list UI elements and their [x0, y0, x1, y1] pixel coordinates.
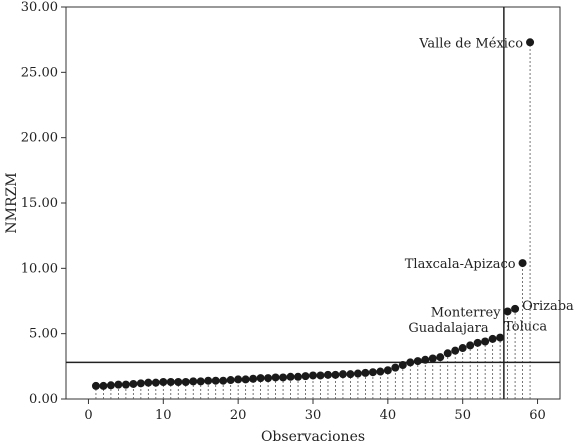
- data-point: [99, 381, 108, 390]
- data-point: [316, 371, 325, 380]
- x-tick-label: 20: [230, 408, 247, 423]
- data-point: [271, 373, 280, 382]
- y-tick-label: 5.00: [29, 327, 58, 342]
- data-point: [518, 259, 527, 268]
- data-point: [294, 372, 303, 381]
- annotation-label: Orizaba: [522, 299, 574, 314]
- annotation-label: Guadalajara: [408, 321, 488, 336]
- annotation-label: Tlaxcala-Apizaco: [405, 257, 516, 272]
- data-point: [406, 358, 415, 367]
- data-point: [466, 341, 475, 350]
- data-point: [503, 307, 512, 316]
- data-point: [368, 368, 377, 377]
- data-point: [151, 378, 160, 387]
- data-point: [338, 370, 347, 379]
- data-point: [174, 378, 183, 387]
- data-point: [129, 379, 138, 388]
- data-point: [256, 374, 265, 383]
- data-point: [421, 355, 430, 364]
- x-axis-ticks: 0 10 20 30 40 50 60: [84, 399, 546, 423]
- y-tick-label: 15.00: [21, 196, 58, 211]
- reference-lines: [66, 7, 560, 399]
- data-point: [331, 370, 340, 379]
- data-point: [241, 375, 250, 384]
- data-point: [249, 374, 258, 383]
- x-tick-label: 60: [529, 408, 546, 423]
- data-point: [391, 363, 400, 372]
- data-point: [361, 368, 370, 377]
- data-point: [204, 376, 213, 385]
- y-tick-label: 25.00: [21, 65, 58, 80]
- data-point: [121, 380, 130, 389]
- data-point: [353, 369, 362, 378]
- x-tick-label: 40: [380, 408, 397, 423]
- x-axis-title: Observaciones: [261, 429, 365, 445]
- data-point: [196, 377, 205, 386]
- data-point: [211, 376, 220, 385]
- y-tick-label: 0.00: [29, 392, 58, 407]
- data-point: [286, 372, 295, 381]
- data-point: [481, 337, 490, 346]
- annotation-label: Toluca: [504, 320, 547, 335]
- y-tick-label: 20.00: [21, 131, 58, 146]
- data-points: [91, 38, 535, 390]
- y-tick-label: 10.00: [21, 261, 58, 276]
- data-point: [144, 378, 153, 387]
- y-axis-title: NMRZM: [4, 172, 20, 233]
- x-tick-label: 30: [305, 408, 322, 423]
- y-tick-label: 30.00: [21, 0, 58, 15]
- data-point: [376, 367, 385, 376]
- data-point: [496, 333, 505, 342]
- data-point: [488, 334, 497, 343]
- data-point: [234, 375, 243, 384]
- data-point: [219, 376, 228, 385]
- data-point: [473, 338, 482, 347]
- data-point: [181, 378, 190, 387]
- data-point: [279, 373, 288, 382]
- data-point: [106, 381, 115, 390]
- data-point: [166, 378, 175, 387]
- data-point: [91, 381, 100, 390]
- y-axis-ticks: 0.00 5.00 10.00 15.00 20.00 25.00 30.00: [21, 0, 66, 407]
- annotation-label: Valle de México: [418, 36, 523, 51]
- data-point: [436, 353, 445, 362]
- data-point: [346, 370, 355, 379]
- data-point: [511, 304, 520, 313]
- data-point: [159, 378, 168, 387]
- data-point: [443, 349, 452, 358]
- data-point: [114, 380, 123, 389]
- data-point: [413, 357, 422, 366]
- drop-lines: [95, 42, 531, 399]
- data-point: [451, 346, 460, 355]
- data-point: [383, 366, 392, 375]
- data-point: [309, 371, 317, 380]
- data-point: [323, 370, 332, 379]
- data-point: [264, 374, 273, 383]
- x-tick-label: 10: [155, 408, 172, 423]
- data-point: [226, 376, 235, 385]
- x-tick-label: 0: [84, 408, 92, 423]
- data-point: [428, 354, 437, 363]
- annotations: Valle de México Tlaxcala-Apizaco Monterrey…: [405, 36, 574, 336]
- data-point: [301, 372, 310, 381]
- data-point: [526, 38, 535, 47]
- data-point: [136, 379, 145, 388]
- data-point: [398, 361, 407, 370]
- annotation-label: Monterrey: [431, 305, 502, 320]
- data-point: [458, 344, 467, 353]
- data-point: [189, 377, 198, 386]
- x-tick-label: 50: [454, 408, 471, 423]
